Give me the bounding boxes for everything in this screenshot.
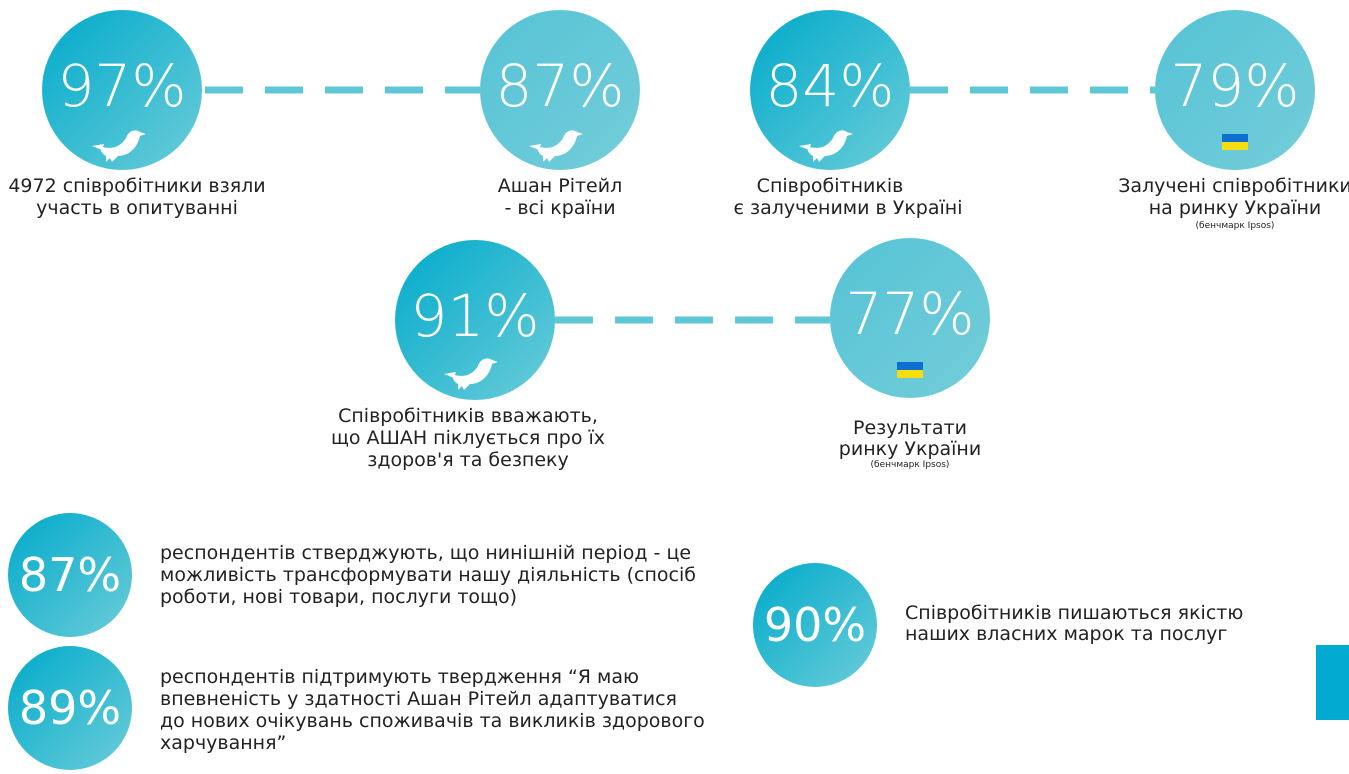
- circle: [395, 240, 555, 400]
- stat: 84% Співробітників є залученими в Україн…: [734, 10, 963, 219]
- text: харчування”: [160, 732, 286, 754]
- label: ринку України: [839, 438, 981, 460]
- stat: 90% Співробітників пишаються якістю наши…: [753, 563, 1243, 687]
- side-tab: [1316, 645, 1349, 720]
- percent: 97%: [58, 52, 187, 120]
- percent: 89%: [19, 681, 121, 735]
- percent: 79%: [1171, 52, 1300, 120]
- circle: [42, 10, 202, 170]
- percent: 84%: [766, 52, 895, 120]
- percent: 87%: [19, 548, 121, 602]
- percent: 77%: [846, 280, 975, 348]
- label: Ашан Рітейл: [498, 175, 622, 197]
- text: можливість трансформувати нашу діяльніст…: [160, 564, 696, 586]
- label: участь в опитуванні: [36, 197, 238, 219]
- note: (бенчмарк Ipsos): [1196, 221, 1275, 231]
- label: Результати: [853, 417, 967, 439]
- label: 4972 співробітники взяли: [8, 175, 265, 197]
- text: до нових очікувань споживачів та викликі…: [160, 710, 705, 732]
- circle: [830, 238, 990, 398]
- circle: [753, 563, 877, 687]
- percent: 90%: [764, 598, 866, 652]
- label: на ринку України: [1149, 197, 1322, 219]
- stat: 79% Залучені співробітники на ринку Укра…: [1118, 10, 1349, 231]
- circle: [8, 513, 132, 637]
- text: респондентів стверджують, що нинішній пе…: [160, 542, 691, 564]
- text: респондентів підтримують твердження “Я м…: [160, 666, 639, 688]
- flag-icon: [1222, 134, 1248, 150]
- text: наших власних марок та послуг: [905, 623, 1227, 645]
- label: Співробітників вважають,: [338, 405, 598, 427]
- stat: 89% респондентів підтримують твердження …: [8, 646, 705, 770]
- text: роботи, нові товари, послуги тощо): [160, 586, 517, 608]
- label: Співробітників: [757, 175, 904, 197]
- label: є залученими в Україні: [734, 197, 963, 219]
- flag-icon: [897, 362, 923, 378]
- stat: 77% Результати ринку України (бенчмарк I…: [830, 238, 990, 470]
- stat: 87% респондентів стверджують, що нинішні…: [8, 513, 696, 637]
- label: здоров'я та безпеку: [367, 449, 569, 471]
- stat: 91% Співробітників вважають, що АШАН пік…: [331, 240, 605, 471]
- circle: [480, 10, 640, 170]
- circle: [1155, 10, 1315, 170]
- stat: 87% Ашан Рітейл - всі країни: [480, 10, 640, 219]
- note: (бенчмарк Ipsos): [871, 460, 950, 470]
- percent: 87%: [496, 52, 625, 120]
- text: Співробітників пишаються якістю: [905, 602, 1243, 624]
- text: впевненість у здатності Ашан Рітейл адап…: [160, 688, 677, 710]
- circle: [750, 10, 910, 170]
- label: - всі країни: [504, 197, 615, 219]
- stat: 97% 4972 співробітники взяли участь в оп…: [8, 10, 266, 219]
- label: що АШАН піклується про їх: [331, 427, 605, 449]
- label: Залучені співробітники: [1118, 175, 1349, 197]
- circle: [8, 646, 132, 770]
- percent: 91%: [411, 282, 540, 350]
